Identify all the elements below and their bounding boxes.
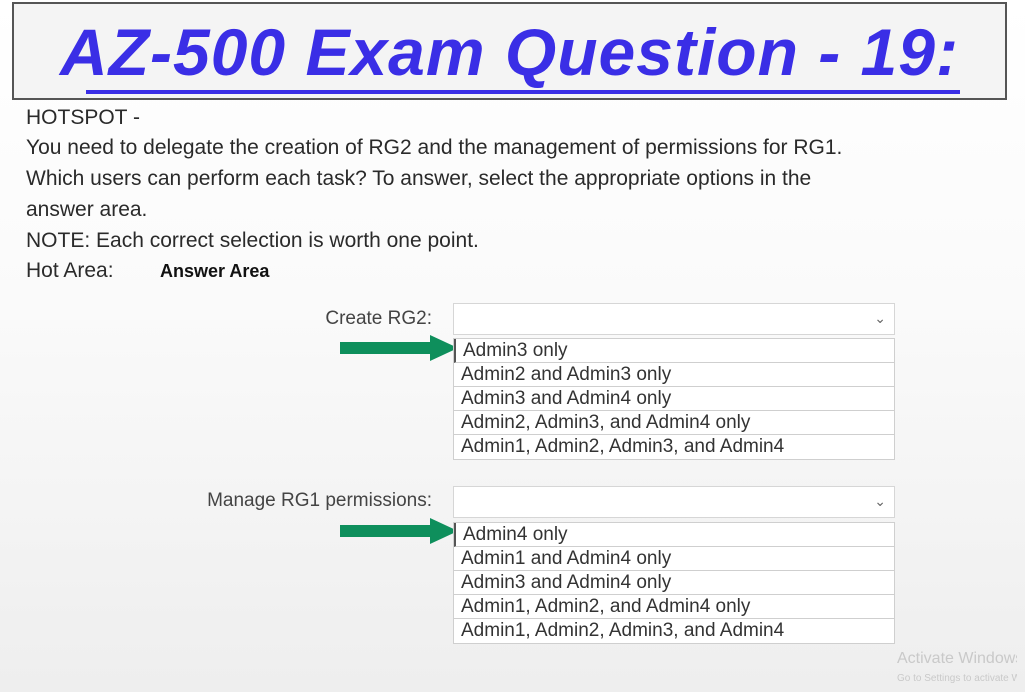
manage-rg1-option[interactable]: Admin3 and Admin4 only	[454, 571, 894, 595]
chevron-down-icon: ⌄	[874, 493, 886, 509]
arrow-right-icon	[340, 518, 458, 544]
manage-rg1-label: Manage RG1 permissions:	[207, 490, 432, 511]
manage-rg1-option[interactable]: Admin1 and Admin4 only	[454, 547, 894, 571]
watermark-title: Activate Windows	[897, 650, 1017, 667]
manage-rg1-option[interactable]: Admin1, Admin2, Admin3, and Admin4	[461, 620, 785, 641]
create-rg2-options: Admin3 only Admin2 and Admin3 only Admin…	[453, 338, 895, 460]
question-text-line: You need to delegate the creation of RG2…	[26, 136, 843, 159]
title-banner: AZ-500 Exam Question - 19:	[12, 2, 1007, 100]
question-text-line: answer area.	[26, 198, 148, 221]
create-rg2-option[interactable]: Admin2, Admin3, and Admin4 only	[454, 411, 894, 435]
manage-rg1-option[interactable]: Admin1, Admin2, and Admin4 only	[454, 595, 894, 619]
create-rg2-option[interactable]: Admin2 and Admin3 only	[454, 363, 894, 387]
answer-area-label: Answer Area	[160, 261, 270, 281]
watermark-subtitle: Go to Settings to activate Windows.	[897, 673, 1017, 684]
arrow-right-icon	[340, 335, 458, 361]
question-type: HOTSPOT -	[26, 106, 140, 129]
question-text-line: Which users can perform each task? To an…	[26, 167, 812, 190]
page-title: AZ-500 Exam Question - 19:	[60, 15, 959, 89]
manage-rg1-dropdown[interactable]: ⌄	[453, 486, 895, 518]
chevron-down-icon: ⌄	[874, 310, 886, 326]
create-rg2-dropdown[interactable]: ⌄	[453, 303, 895, 335]
create-rg2-label: Create RG2:	[325, 308, 432, 329]
question-note: NOTE: Each correct selection is worth on…	[26, 229, 479, 252]
title-underline	[86, 90, 960, 94]
create-rg2-option[interactable]: Admin1, Admin2, Admin3, and Admin4	[461, 436, 785, 457]
create-rg2-option[interactable]: Admin3 and Admin4 only	[454, 387, 894, 411]
manage-rg1-options: Admin4 only Admin1 and Admin4 only Admin…	[453, 522, 895, 644]
create-rg2-option[interactable]: Admin3 only	[454, 339, 894, 363]
hot-area-label: Hot Area:	[26, 259, 114, 282]
manage-rg1-option[interactable]: Admin4 only	[454, 523, 894, 547]
